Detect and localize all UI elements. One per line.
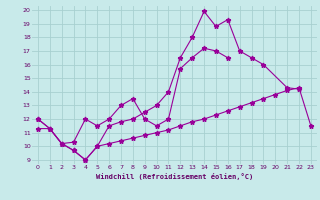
X-axis label: Windchill (Refroidissement éolien,°C): Windchill (Refroidissement éolien,°C) [96, 173, 253, 180]
